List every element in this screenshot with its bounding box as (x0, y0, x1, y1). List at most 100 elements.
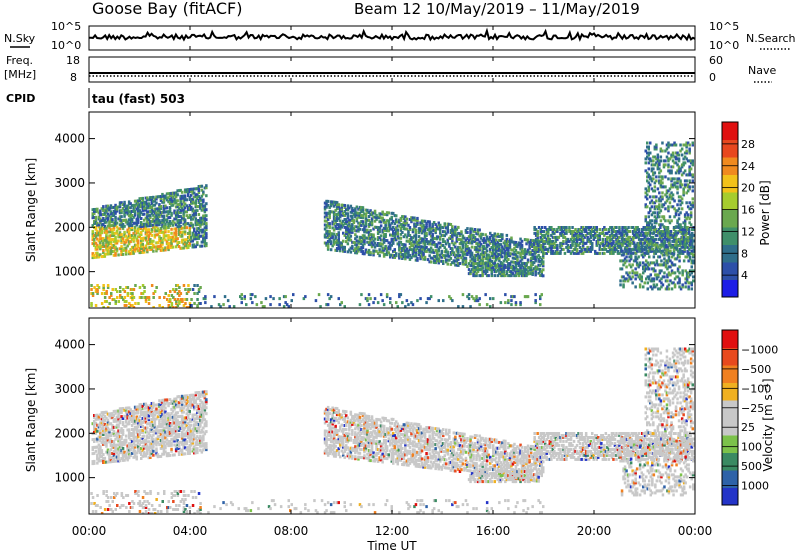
power-cell (352, 249, 356, 252)
power-cell (124, 220, 128, 224)
power-cell (475, 266, 478, 270)
power-cell (496, 256, 499, 260)
power-cell (632, 241, 636, 245)
power-cell (337, 239, 340, 243)
power-cell (482, 239, 486, 243)
power-cell (687, 228, 691, 231)
power-cell (528, 268, 531, 272)
power-cell (352, 221, 356, 225)
power-cell (648, 228, 651, 231)
power-cell (638, 277, 642, 281)
power-cell (541, 239, 544, 243)
power-cell (655, 199, 658, 203)
nsearch-tick-high: 10^5 (709, 20, 739, 33)
power-cell (140, 225, 143, 228)
power-cell (158, 223, 161, 227)
power-cell (143, 286, 146, 289)
power-cell (536, 231, 539, 235)
power-cell (361, 220, 365, 224)
power-cell (123, 234, 126, 238)
power-cell (414, 218, 418, 222)
power-cell (144, 236, 148, 240)
power-cell (613, 247, 617, 251)
power-cell (508, 252, 512, 256)
power-cell (502, 274, 506, 278)
velocity-cell (99, 439, 102, 443)
power-cell (114, 211, 117, 215)
power-cell (141, 284, 145, 287)
power-cell (411, 248, 415, 252)
power-cell (369, 229, 372, 233)
power-cell (572, 237, 576, 241)
power-cell (335, 201, 339, 205)
power-cell (120, 219, 123, 223)
power-cell (130, 251, 134, 255)
power-cell (335, 241, 339, 244)
power-cell (451, 231, 454, 235)
power-cell (620, 259, 624, 263)
power-cell (99, 247, 102, 251)
power-cell (660, 281, 663, 285)
power-cell (664, 245, 668, 249)
power-cell (678, 265, 681, 269)
power-cell (354, 209, 357, 213)
power-cell (168, 216, 172, 219)
velocity-cell (99, 459, 102, 463)
power-cell (94, 304, 98, 307)
power-cell (445, 242, 448, 246)
power-cell (651, 226, 655, 229)
power-cell (633, 228, 636, 231)
power-cell (417, 231, 421, 235)
power-cell (416, 244, 419, 248)
power-cell (664, 231, 668, 235)
power-cell (351, 246, 354, 250)
power-cell (541, 237, 544, 241)
power-cell (147, 296, 151, 299)
power-cell (655, 145, 658, 149)
power-cell (542, 262, 545, 266)
power-cell (606, 239, 609, 243)
power-cell (404, 219, 407, 223)
power-cell (692, 269, 695, 273)
power-cell (372, 251, 375, 255)
power-cell (355, 243, 359, 247)
power-cell (354, 229, 357, 233)
power-cell (442, 230, 445, 234)
power-cell (589, 245, 592, 249)
power-cell (335, 243, 339, 246)
power-colorbar-tick: 28 (741, 138, 755, 151)
power-cell (407, 223, 410, 227)
power-cell (679, 199, 682, 203)
power-cell (501, 262, 504, 266)
power-cell (167, 210, 170, 214)
power-cell (129, 288, 133, 291)
power-cell (367, 242, 371, 246)
velocity-cell (102, 425, 105, 428)
power-cell (395, 230, 398, 234)
power-cell (387, 241, 390, 245)
power-cell (449, 237, 453, 240)
power-cell (545, 247, 548, 251)
power-cell (162, 230, 166, 234)
power-cell (622, 233, 626, 237)
power-cell (634, 245, 637, 249)
power-cell (203, 214, 207, 218)
power-cell (600, 241, 603, 245)
power-cell (674, 143, 678, 147)
power-cell (673, 271, 677, 275)
power-cell (393, 248, 396, 252)
power-cell (138, 296, 142, 299)
power-cell (688, 165, 691, 169)
velocity-cell (93, 424, 96, 427)
velocity-cell (105, 438, 108, 442)
power-cell (193, 243, 196, 247)
power-cell (395, 214, 398, 218)
power-cell (636, 231, 639, 235)
power-cell (679, 181, 682, 185)
power-cell (182, 210, 185, 214)
power-cell (109, 212, 113, 216)
power-cell (446, 226, 449, 230)
power-cell (197, 230, 201, 234)
power-cell (155, 233, 158, 237)
power-cell (326, 293, 330, 297)
